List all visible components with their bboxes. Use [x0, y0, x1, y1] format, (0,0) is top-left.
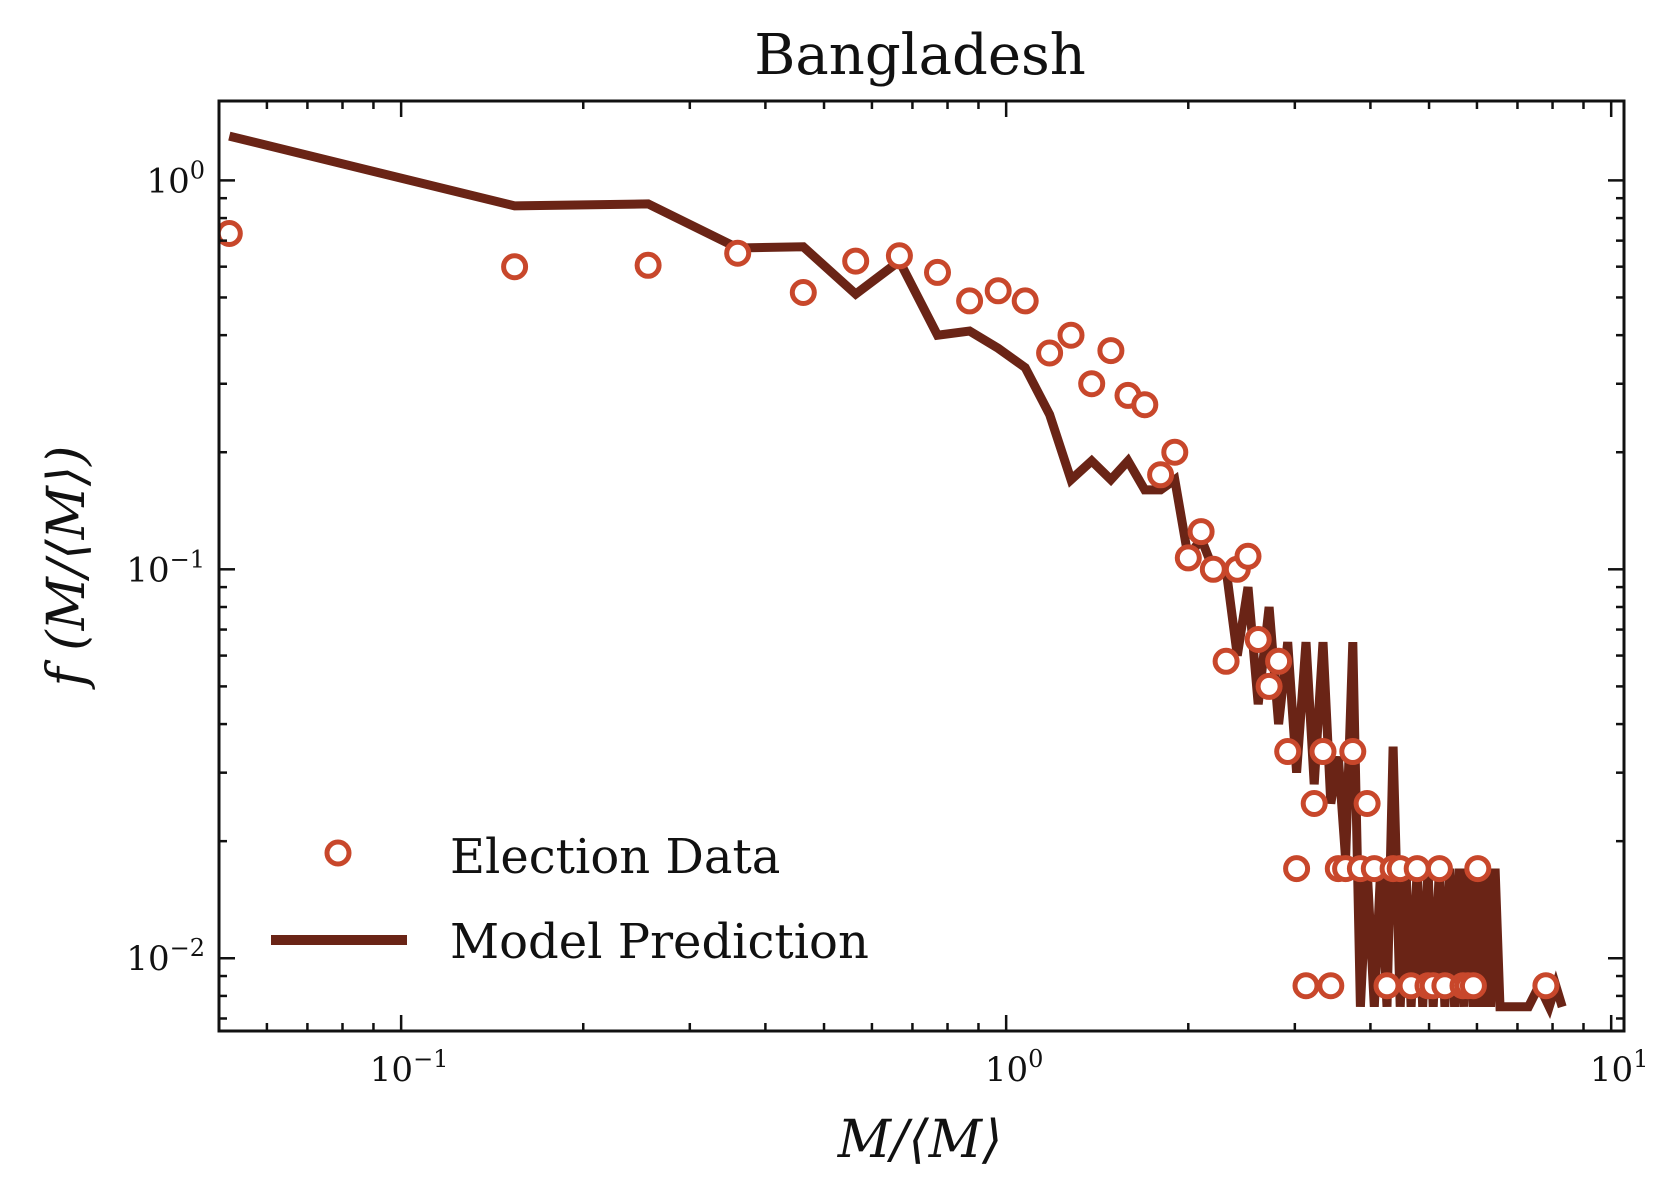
data-point-election-data: [1199, 555, 1227, 583]
plot-area: 10−1 100 101 100 10−1 10−2: [126, 99, 1648, 1090]
data-point-election-data: [1036, 339, 1064, 367]
data-point-election-data: [1459, 972, 1487, 1000]
x-tick-label: 101: [1590, 1045, 1649, 1090]
data-point-election-data: [1339, 738, 1367, 765]
data-point-election-data: [1292, 972, 1320, 1000]
data-point-election-data: [219, 220, 243, 247]
data-point-election-data: [924, 258, 951, 286]
axis-ticks: 10−1 100 101 100 10−1 10−2: [126, 101, 1648, 1090]
data-point-election-data: [1309, 738, 1337, 765]
data-point-election-data: [1255, 672, 1283, 700]
data-point-election-data: [1187, 518, 1215, 546]
marks: [219, 131, 1567, 1020]
data-point-election-data: [501, 253, 529, 281]
data-point-election-data: [1234, 542, 1262, 570]
data-point-election-data: [1161, 438, 1189, 466]
data-point-election-data: [1174, 544, 1202, 572]
data-point-election-data: [1265, 647, 1293, 675]
data-point-election-data: [1131, 391, 1159, 419]
data-point-election-data: [724, 239, 752, 267]
data-point-election-data: [634, 251, 662, 279]
x-axis-label: M/⟨M⟩: [837, 1110, 1003, 1170]
data-point-election-data: [1373, 972, 1401, 1000]
data-point-election-data: [1011, 287, 1039, 315]
data-point-election-data: [1300, 790, 1328, 817]
plot-frame: [217, 99, 1626, 1033]
chart-title: Bangladesh: [754, 23, 1086, 88]
legend-label-election-data: Election Data: [450, 829, 780, 885]
data-point-election-data: [1317, 972, 1345, 1000]
data-point-election-data: [1244, 626, 1272, 653]
data-point-election-data: [1212, 647, 1240, 675]
data-point-election-data: [1057, 321, 1085, 349]
x-tick-label: 100: [985, 1045, 1044, 1090]
data-point-election-data: [1403, 855, 1431, 883]
data-point-election-data: [1097, 337, 1125, 365]
data-point-election-data: [956, 287, 984, 315]
data-point-election-data: [842, 247, 870, 275]
y-tick-label: 10−2: [126, 934, 205, 979]
legend-marker-election-data: [324, 839, 352, 867]
data-point-election-data: [984, 277, 1012, 305]
data-point-election-data: [1425, 855, 1453, 883]
series-line-model-prediction: [228, 131, 1567, 1020]
data-point-election-data: [1353, 790, 1381, 817]
data-point-election-data: [885, 242, 913, 270]
y-tick-label: 100: [146, 156, 205, 201]
y-axis-label: f (M/⟨M⟩): [37, 446, 97, 691]
data-point-election-data: [789, 279, 817, 306]
data-point-election-data: [1283, 855, 1311, 883]
data-point-election-data: [1078, 370, 1106, 398]
x-tick-label: 10−1: [370, 1045, 449, 1090]
legend-label-model-prediction: Model Prediction: [450, 914, 869, 970]
data-point-election-data: [1464, 855, 1492, 883]
y-tick-label: 10−1: [126, 545, 205, 590]
data-point-election-data: [1274, 738, 1302, 765]
data-point-election-data: [1532, 972, 1560, 1000]
data-point-election-data: [1147, 461, 1175, 489]
legend: Election Data Model Prediction: [271, 829, 869, 970]
